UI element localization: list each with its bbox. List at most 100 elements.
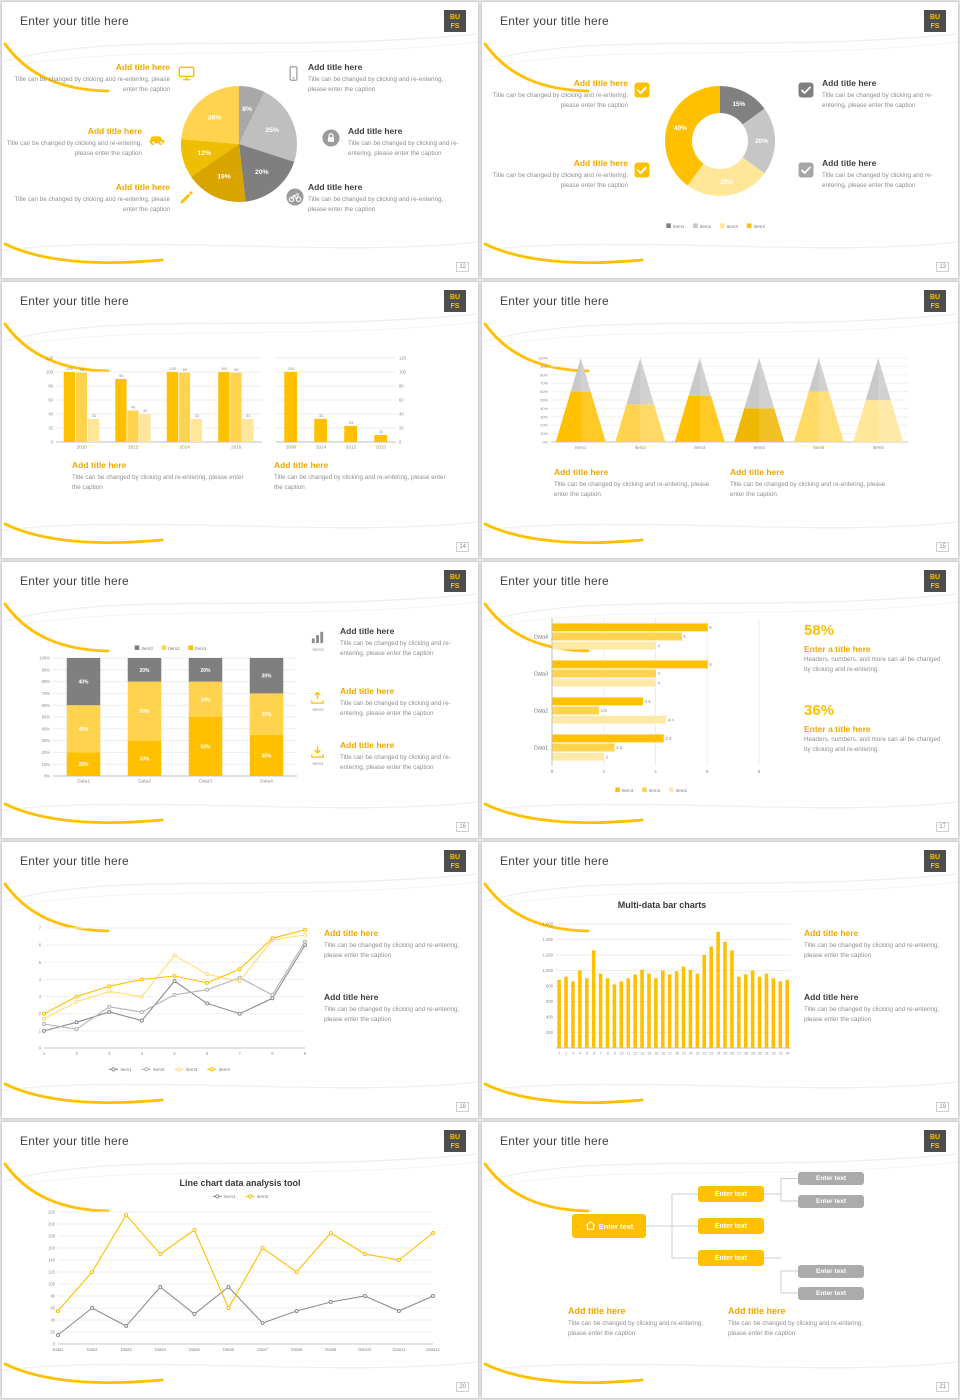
block-title: Add title here xyxy=(554,467,609,477)
cone-upper xyxy=(688,358,711,396)
slide-title: Enter your title here xyxy=(500,1134,609,1148)
bar xyxy=(552,706,600,715)
slide-title: Enter your title here xyxy=(20,1134,129,1148)
chart-label: Data4 xyxy=(534,634,548,640)
bar xyxy=(674,971,679,1048)
chart-label: Item2 xyxy=(700,224,712,229)
slide-20[interactable]: Enter your title here BU FS 20 Line char… xyxy=(2,1122,478,1398)
slide-14[interactable]: Enter your title here BU FS 14 0 20 40 60 80… xyxy=(2,282,478,558)
chart-label: 4 xyxy=(39,977,42,982)
caption-block: Add title here Title can be changed by c… xyxy=(324,992,468,1025)
yellow-swoosh-bottom xyxy=(3,522,164,544)
chart-label: 0 xyxy=(53,1342,56,1347)
slide-title: Enter your title here xyxy=(20,14,129,28)
stat-title: Enter a title here xyxy=(804,644,871,654)
logo-text: FS xyxy=(930,863,940,871)
page-number: 18 xyxy=(456,1102,469,1112)
chart-label: 10% xyxy=(42,762,51,767)
stack-segment xyxy=(66,752,101,776)
bar xyxy=(743,974,748,1048)
caption-block: Add title here Title can be changed by c… xyxy=(554,467,724,500)
node-label: Enter text xyxy=(816,1267,846,1275)
chart-label: 0 xyxy=(39,1046,42,1051)
chart-label: 19 xyxy=(682,1052,686,1056)
chart-label: 60% xyxy=(42,703,51,708)
block-caption: Title can be changed by clicking and re-… xyxy=(308,76,444,94)
stack-segment xyxy=(249,658,284,694)
block-caption: Title can be changed by clicking and re-… xyxy=(804,942,940,960)
chart-label: 45 xyxy=(131,405,135,410)
slide-title: Enter your title here xyxy=(20,294,129,308)
bar xyxy=(552,715,667,724)
slide-21[interactable]: Enter your title here BU FS 21 Enter tex… xyxy=(482,1122,958,1398)
caption-block: Add title here Title can be changed by c… xyxy=(730,467,900,500)
yellow-swoosh-top xyxy=(483,1162,590,1213)
chart-label: 5 xyxy=(173,1051,176,1056)
logo-text: FS xyxy=(930,1143,940,1151)
chart-label: 10% xyxy=(540,431,548,436)
chart-label: 4 xyxy=(579,1052,581,1056)
slide-12[interactable]: Enter your title here BU FS 12 8% 25% 20% 1… xyxy=(2,2,478,278)
slide-13[interactable]: Enter your title here BU FS 13 15% 20% 25%… xyxy=(482,2,958,278)
yellow-swoosh-top xyxy=(483,882,590,933)
cone-highlight xyxy=(878,358,904,442)
chart-label: 2012 xyxy=(346,445,357,450)
chart-label: 120 xyxy=(399,356,407,361)
block-caption: Title can be changed by clicking and re-… xyxy=(804,1006,940,1024)
chart-label: Data2 xyxy=(138,779,151,785)
chart-label: 40% xyxy=(540,406,548,411)
chart-label: 80% xyxy=(540,372,548,377)
chart-label: 2014 xyxy=(180,445,191,450)
chart-label: item2 xyxy=(153,1067,165,1072)
slide-17[interactable]: Enter your title here BU FS 17 0 2 4 6 8 Data… xyxy=(482,562,958,838)
bar xyxy=(750,970,755,1048)
chart-label: 0 xyxy=(51,440,54,445)
bar xyxy=(619,981,624,1048)
bar14a-svg: 0 20 40 60 80 100 120 100 90 100 100 99 45 99 99 33 40 33… xyxy=(46,356,262,450)
chart-label: Data7 xyxy=(257,1347,269,1352)
chart-label: 100 xyxy=(169,366,176,371)
chart-label: 1,200 xyxy=(543,953,554,958)
chart-label: Data1 xyxy=(77,779,90,785)
caption-block: Add title here Title can be changed by c… xyxy=(728,1306,880,1339)
slide-16[interactable]: Enter your title here BU FS 16 Item3 Item… xyxy=(2,562,478,838)
chart-label: 99 xyxy=(80,367,84,372)
diagram-connectors xyxy=(646,1178,798,1294)
chart-label: 23 xyxy=(710,1052,714,1056)
bar xyxy=(633,974,637,1048)
chart-label: 40 xyxy=(50,1318,55,1323)
feature-block: Add title here Title can be changed by c… xyxy=(348,126,472,159)
chart-label: 1,400 xyxy=(543,937,554,942)
pen-icon xyxy=(178,188,194,209)
page-number: 13 xyxy=(936,262,949,272)
block-caption: Title can be changed by clicking and re-… xyxy=(324,942,460,960)
slide-decoration xyxy=(2,313,478,544)
slide-19[interactable]: Enter your title here BU FS 19 Multi-dat… xyxy=(482,842,958,1118)
slide-title: Enter your title here xyxy=(500,14,609,28)
slide-15[interactable]: Enter your title here BU FS 15 0% 10% 20% 3… xyxy=(482,282,958,558)
bar xyxy=(584,978,589,1048)
pie-slice xyxy=(239,86,265,144)
chart-label: 16 xyxy=(661,1052,665,1056)
checkbox-icon xyxy=(634,162,650,183)
chart-label: 90 xyxy=(119,373,124,378)
yellow-swoosh-bottom xyxy=(483,1082,644,1104)
bar xyxy=(552,678,656,687)
block-caption: Title can be changed by clicking and re-… xyxy=(728,1320,864,1338)
chart-label: 4 xyxy=(658,643,661,648)
bar xyxy=(626,978,631,1048)
slide-decoration xyxy=(482,873,958,1104)
bar xyxy=(242,418,254,442)
block-caption: Title can be changed by clicking and re-… xyxy=(340,754,451,772)
cone-upper xyxy=(808,358,829,392)
org-diagram: Enter text Enter text Enter text Enter t… xyxy=(552,1168,892,1308)
caption-block: Add title here Title can be changed by c… xyxy=(274,460,452,493)
chart-label: 2 xyxy=(39,1011,42,1016)
chart-label: 1 xyxy=(43,1051,46,1056)
slide-decoration xyxy=(482,593,958,824)
home-icon xyxy=(585,1220,596,1233)
bufs-logo: BU FS xyxy=(444,10,466,32)
diagram-node: Enter text xyxy=(698,1250,764,1266)
